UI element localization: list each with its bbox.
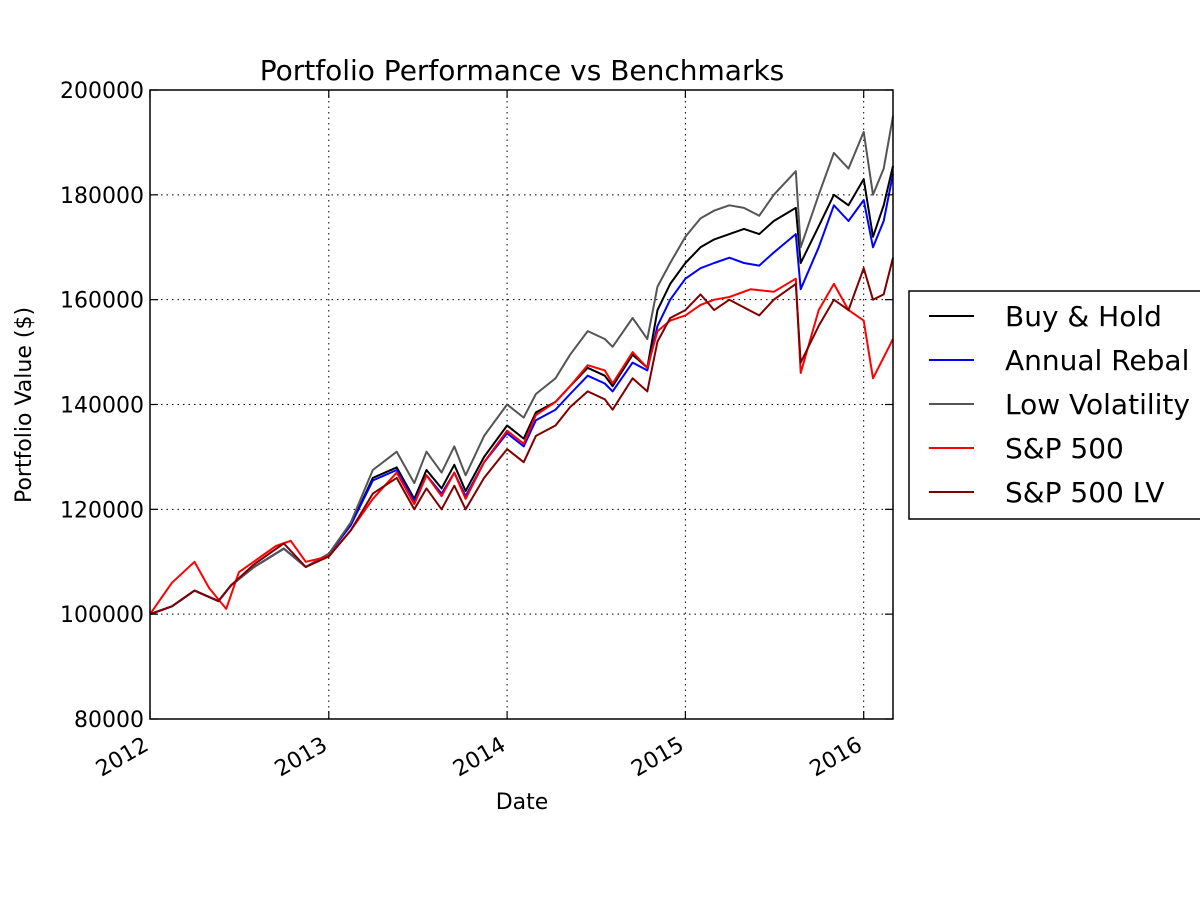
- legend-label: S&P 500: [1005, 432, 1124, 465]
- legend-label: Low Volatility: [1005, 388, 1190, 421]
- y-tick-label: 100000: [60, 603, 144, 628]
- series-line-s-p-500: [149, 277, 894, 615]
- series-lines: [149, 116, 894, 616]
- y-tick-label: 80000: [74, 708, 144, 733]
- x-tick-label: 2012: [92, 733, 153, 783]
- y-tick-label: 160000: [60, 289, 144, 314]
- x-tick-label: 2014: [449, 733, 510, 783]
- series-line-low-volatility: [149, 116, 894, 616]
- y-tick-label: 140000: [60, 394, 144, 419]
- series-line-buy-hold: [149, 165, 894, 616]
- chart-title: Portfolio Performance vs Benchmarks: [260, 54, 785, 87]
- series-line-annual-rebal: [149, 173, 894, 616]
- legend-label: S&P 500 LV: [1005, 476, 1164, 509]
- x-tick-label: 2016: [806, 733, 867, 783]
- axis-ticks: 80000 100000 120000 140000 160000 180000 20000…: [60, 79, 893, 782]
- series-line-s-p-500-lv: [149, 257, 894, 616]
- y-axis-label: Portfolio Value ($): [12, 307, 37, 503]
- x-axis-label: Date: [496, 790, 549, 815]
- y-tick-label: 180000: [60, 184, 144, 209]
- grid-lines: [150, 90, 893, 719]
- legend-label: Annual Rebal: [1005, 344, 1189, 377]
- x-tick-label: 2013: [271, 733, 332, 783]
- legend-label: Buy & Hold: [1005, 300, 1162, 333]
- y-tick-label: 120000: [60, 498, 144, 523]
- y-tick-label: 200000: [60, 79, 144, 104]
- legend: Buy & Hold Annual Rebal Low Volatility S&P …: [908, 290, 1200, 520]
- x-tick-label: 2015: [627, 733, 688, 783]
